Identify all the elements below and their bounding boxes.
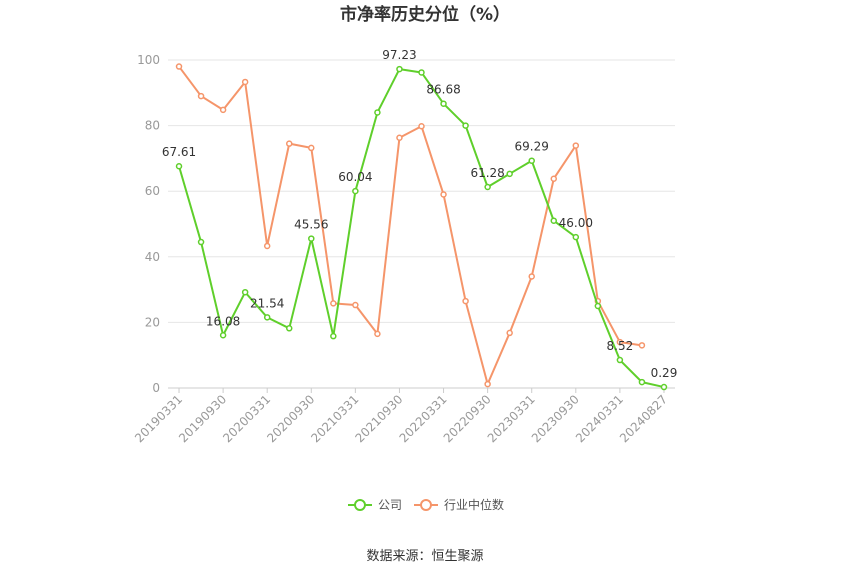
series-industry-median-point xyxy=(263,242,271,250)
x-axis: 2019033120190930202003312020093020210331… xyxy=(132,388,670,445)
series-company-point xyxy=(396,65,403,73)
series-company-point xyxy=(506,170,513,178)
legend-label: 行业中位数 xyxy=(444,497,504,512)
source-note: 数据来源：恒生聚源 xyxy=(366,549,483,564)
legend-item-industry-median[interactable]: 行业中位数 xyxy=(414,497,504,512)
series-company-point xyxy=(219,332,227,339)
data-label: 8.52 xyxy=(607,339,634,353)
y-tick-label: 80 xyxy=(145,119,160,133)
data-label: 67.61 xyxy=(162,145,196,159)
chart-title: 市净率历史分位（%） xyxy=(340,4,510,25)
series-industry-median-point xyxy=(175,63,183,70)
series-company-point xyxy=(594,302,602,310)
data-label: 46.00 xyxy=(559,216,593,230)
grid-lines xyxy=(168,59,675,389)
series-company-point xyxy=(638,378,646,386)
x-tick-label: 20240827 xyxy=(617,392,670,445)
series-company-point xyxy=(572,233,580,241)
series-company-point xyxy=(285,325,293,332)
data-label: 97.23 xyxy=(382,48,416,62)
series-company-point xyxy=(352,187,359,195)
legend[interactable]: 公司 行业中位数 xyxy=(348,497,504,512)
series-company-point xyxy=(660,383,668,391)
data-label: 16.08 xyxy=(206,314,240,328)
series-industry-median-point xyxy=(308,144,315,152)
series-company-point xyxy=(241,288,249,296)
series-company-point xyxy=(374,109,381,116)
series-company-point xyxy=(197,238,205,246)
series-company-point xyxy=(440,100,447,107)
y-tick-label: 60 xyxy=(145,184,160,198)
y-tick-label: 40 xyxy=(145,250,160,264)
series-industry-median-point xyxy=(197,92,205,100)
series-industry-median-point xyxy=(440,191,447,198)
legend-marker xyxy=(420,499,432,511)
data-label: 86.68 xyxy=(426,83,460,97)
data-label: 45.56 xyxy=(294,218,328,232)
y-axis: 0 20 40 60 80 100 xyxy=(137,53,160,395)
series-industry-median-point xyxy=(484,380,491,388)
data-label: 69.29 xyxy=(515,140,549,154)
series-industry-median-point xyxy=(352,301,359,309)
legend-item-company[interactable]: 公司 xyxy=(348,498,402,512)
series-layer xyxy=(175,63,668,391)
series-industry-median-point xyxy=(219,106,227,114)
series-company-point xyxy=(418,69,425,76)
data-label: 60.04 xyxy=(338,170,372,184)
series-company-point xyxy=(528,157,535,164)
series-industry-median-point xyxy=(241,78,249,86)
series-industry-median-point xyxy=(374,330,381,338)
data-label: 61.28 xyxy=(470,166,504,180)
data-label: 21.54 xyxy=(250,296,284,310)
legend-label: 公司 xyxy=(378,498,402,512)
y-tick-label: 0 xyxy=(152,381,160,395)
series-company-point xyxy=(263,314,271,321)
series-company-point xyxy=(550,217,558,224)
series-industry-median xyxy=(175,63,646,388)
series-industry-median-point xyxy=(418,123,425,130)
series-industry-median-point xyxy=(330,300,337,307)
series-industry-median-point xyxy=(638,342,646,349)
series-company xyxy=(175,65,668,391)
series-company-point xyxy=(616,356,624,364)
series-company-point xyxy=(175,162,183,170)
series-company-point xyxy=(308,235,315,242)
series-industry-median-point xyxy=(506,329,513,337)
series-industry-median-line xyxy=(178,65,643,386)
series-company-point xyxy=(484,183,491,191)
series-industry-median-point xyxy=(616,338,624,346)
y-tick-label: 100 xyxy=(137,53,160,67)
series-company-point xyxy=(462,122,469,129)
series-industry-median-point xyxy=(572,142,580,149)
series-industry-median-point xyxy=(462,297,469,305)
y-tick-label: 20 xyxy=(145,315,160,329)
legend-marker xyxy=(354,499,366,511)
series-industry-median-point xyxy=(396,134,403,141)
series-industry-median-point xyxy=(285,140,293,147)
data-label: 0.29 xyxy=(651,366,678,380)
data-labels: 67.61 16.08 21.54 45.56 60.04 97.23 86.68 61.28… xyxy=(162,48,677,380)
series-industry-median-point xyxy=(528,273,535,280)
series-industry-median-point xyxy=(550,175,558,182)
series-company-point xyxy=(330,332,337,340)
